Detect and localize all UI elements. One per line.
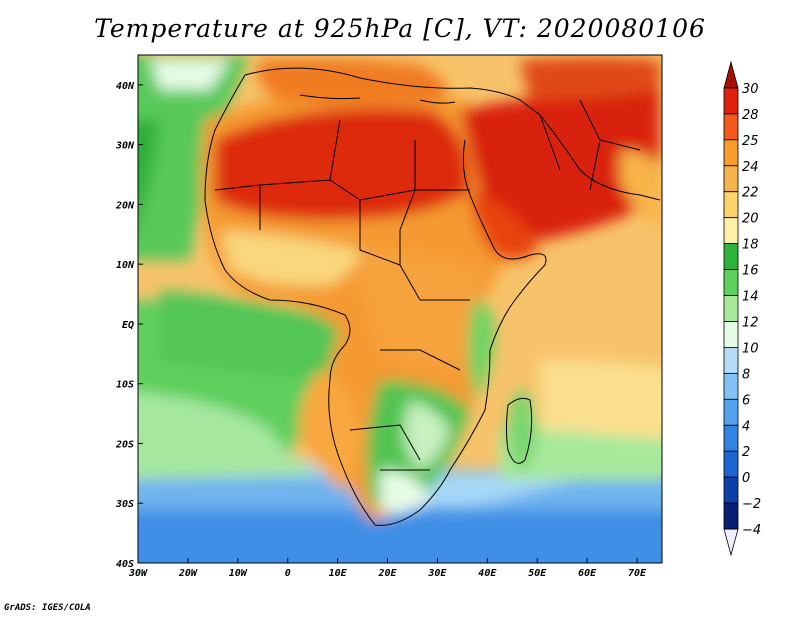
colorbar-segment (723, 60, 739, 89)
colorbar-label: 14 (742, 290, 759, 305)
colorbar-label: 10 (742, 341, 759, 356)
colorbar-segment (723, 217, 739, 245)
colorbar-label: 12 (742, 315, 759, 330)
lat-tick-label: 30S (115, 499, 134, 510)
lat-tick-label: 20N (115, 200, 135, 211)
temperature-map: 30W 20W 10W 0 10E 20E 30E 40E 50E 60E 70E 40N 30N 20N… (115, 54, 761, 579)
colorbar-segment (723, 295, 739, 322)
lon-tick-label: 20E (377, 568, 397, 579)
colorbar-label: 6 (742, 393, 750, 408)
lat-tick-label: 40N (116, 81, 135, 92)
colorbar-segment (723, 450, 739, 478)
colorbar-segment (723, 398, 739, 426)
colorbar-label: 0 (742, 471, 750, 486)
colorbar-label: 22 (742, 186, 759, 201)
map-frame (137, 54, 663, 564)
colorbar-segment (723, 321, 739, 348)
lon-tick-label: 20W (178, 568, 198, 579)
colorbar-label: 30 (742, 82, 759, 97)
colorbar-label: 24 (742, 160, 759, 175)
colorbar-segment (723, 269, 739, 296)
colorbar-segment (723, 424, 739, 452)
credit-label: GrADS: IGES/COLA (4, 603, 91, 613)
colorbar-label: −2 (742, 497, 761, 512)
colorbar-segment (723, 113, 739, 141)
colorbar-label: 20 (742, 212, 759, 227)
colorbar-segment (723, 528, 739, 557)
colorbar-label: 28 (742, 108, 759, 123)
lon-tick-label: 50E (528, 568, 547, 579)
lon-tick-label: 70E (628, 568, 647, 579)
colorbar-label: 4 (742, 419, 750, 434)
lat-tick-label: 10S (116, 380, 134, 391)
colorbar-segment (723, 87, 739, 115)
colorbar-label: 16 (742, 264, 759, 279)
lat-tick-label: 30N (115, 141, 135, 152)
colorbar-segment (723, 502, 739, 530)
lon-tick-label: 60E (578, 568, 597, 579)
lat-tick-label: EQ (122, 320, 134, 331)
colorbar-segment (723, 243, 739, 270)
lon-tick-label: 10E (329, 568, 348, 579)
map-title: Temperature at 925hPa [C], VT: 202008010… (94, 14, 706, 43)
lat-tick-label: 40S (116, 559, 134, 570)
lon-tick-label: 0 (285, 568, 291, 579)
colorbar-label: 2 (742, 445, 750, 460)
lon-tick-label: 30W (128, 568, 148, 579)
colorbar-label: −4 (742, 523, 761, 538)
lat-tick-label: 20S (115, 439, 134, 450)
colorbar-segment (723, 165, 739, 193)
colorbar-label: 25 (742, 134, 759, 149)
colorbar-segment (723, 191, 739, 219)
colorbar-segment (723, 476, 739, 504)
colorbar-label: 18 (742, 238, 759, 253)
colorbar-segment (723, 372, 739, 400)
lon-tick-label: 40E (478, 568, 497, 579)
lat-tick-label: 10N (116, 260, 135, 271)
colorbar-label: 8 (742, 367, 750, 382)
colorbar-segment (723, 139, 739, 167)
axis-ticks: 30W 20W 10W 0 10E 20E 30E 40E 50E 60E 70E 40N 30N 20N… (115, 81, 647, 579)
lon-tick-label: 30E (427, 568, 447, 579)
temperature-field (138, 55, 662, 563)
coastlines (204, 67, 661, 526)
colorbar-segment (723, 347, 739, 374)
lon-tick-label: 10W (229, 568, 248, 579)
